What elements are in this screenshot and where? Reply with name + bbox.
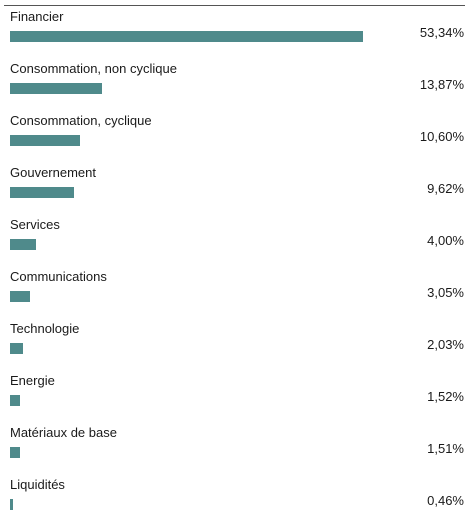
bar	[10, 239, 36, 250]
bar-row: Liquidités 0,46%	[0, 477, 466, 529]
bar-row: Technologie 2,03%	[0, 321, 466, 373]
bar-row: Consommation, cyclique 10,60%	[0, 113, 466, 165]
bar	[10, 83, 102, 94]
bar-row: Communications 3,05%	[0, 269, 466, 321]
category-label: Consommation, non cyclique	[10, 61, 177, 76]
bar-row: Energie 1,52%	[0, 373, 466, 425]
category-label: Services	[10, 217, 60, 232]
bar-row: Financier 53,34%	[0, 9, 466, 61]
category-label: Gouvernement	[10, 165, 96, 180]
bar	[10, 187, 74, 198]
category-label: Consommation, cyclique	[10, 113, 152, 128]
bar	[10, 31, 363, 42]
category-label: Energie	[10, 373, 55, 388]
value-label: 4,00%	[427, 233, 464, 248]
top-divider	[4, 5, 465, 6]
category-label: Financier	[10, 9, 64, 24]
bar-row: Matériaux de base 1,51%	[0, 425, 466, 477]
bar	[10, 499, 13, 510]
bar-row: Services 4,00%	[0, 217, 466, 269]
bar-row: Consommation, non cyclique 13,87%	[0, 61, 466, 113]
category-label: Liquidités	[10, 477, 65, 492]
sector-allocation-chart: Financier 53,34% Consommation, non cycliqu…	[0, 5, 466, 510]
category-label: Communications	[10, 269, 107, 284]
bar	[10, 291, 30, 302]
value-label: 0,46%	[427, 493, 464, 508]
value-label: 3,05%	[427, 285, 464, 300]
bar	[10, 343, 23, 354]
value-label: 1,52%	[427, 389, 464, 404]
value-label: 10,60%	[419, 129, 464, 144]
value-label: 1,51%	[427, 441, 464, 456]
value-label: 13,87%	[419, 77, 464, 92]
bar-row: Gouvernement 9,62%	[0, 165, 466, 217]
value-label: 53,34%	[419, 25, 464, 40]
category-label: Technologie	[10, 321, 80, 336]
value-label: 2,03%	[427, 337, 464, 352]
value-label: 9,62%	[427, 181, 464, 196]
bar	[10, 447, 20, 458]
category-label: Matériaux de base	[10, 425, 117, 440]
bar	[10, 395, 20, 406]
bar	[10, 135, 80, 146]
